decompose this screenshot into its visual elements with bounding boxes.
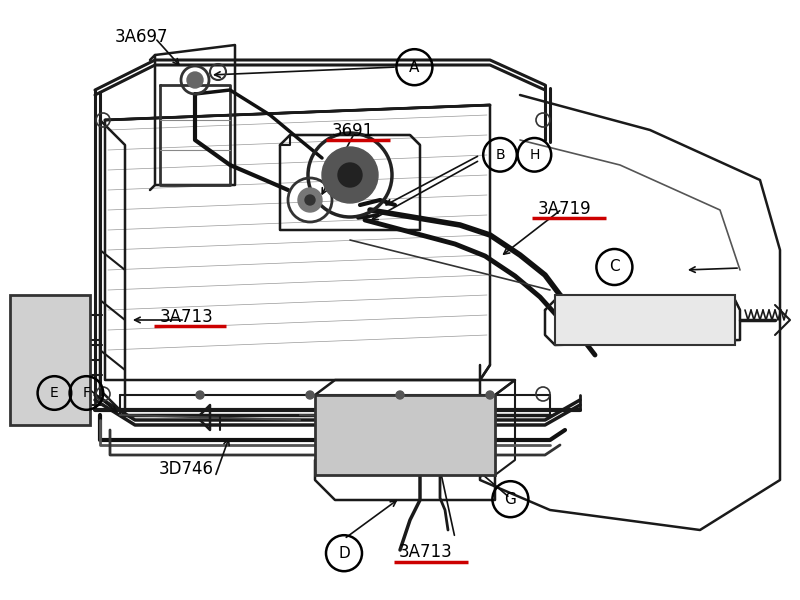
Text: 3D746: 3D746 — [158, 460, 214, 478]
Text: 3A697: 3A697 — [114, 28, 168, 46]
Circle shape — [396, 391, 404, 399]
Text: F: F — [82, 386, 90, 400]
Text: C: C — [609, 259, 620, 274]
Bar — [315, 395, 495, 475]
Circle shape — [298, 188, 322, 212]
Bar — [10, 295, 90, 425]
Text: E: E — [50, 386, 58, 400]
Circle shape — [322, 147, 378, 203]
Text: 3A719: 3A719 — [538, 200, 591, 218]
Text: 3A713: 3A713 — [398, 543, 452, 561]
Text: A: A — [410, 60, 419, 75]
Text: H: H — [530, 148, 539, 162]
Circle shape — [306, 391, 314, 399]
Text: G: G — [505, 492, 516, 506]
Circle shape — [486, 391, 494, 399]
Circle shape — [196, 391, 204, 399]
Bar — [555, 295, 735, 345]
Text: 3A713: 3A713 — [160, 308, 214, 326]
Text: D: D — [338, 546, 350, 561]
Circle shape — [305, 195, 315, 205]
Circle shape — [187, 72, 203, 88]
Text: B: B — [495, 148, 505, 162]
Circle shape — [338, 163, 362, 187]
Text: 3691: 3691 — [332, 122, 374, 140]
